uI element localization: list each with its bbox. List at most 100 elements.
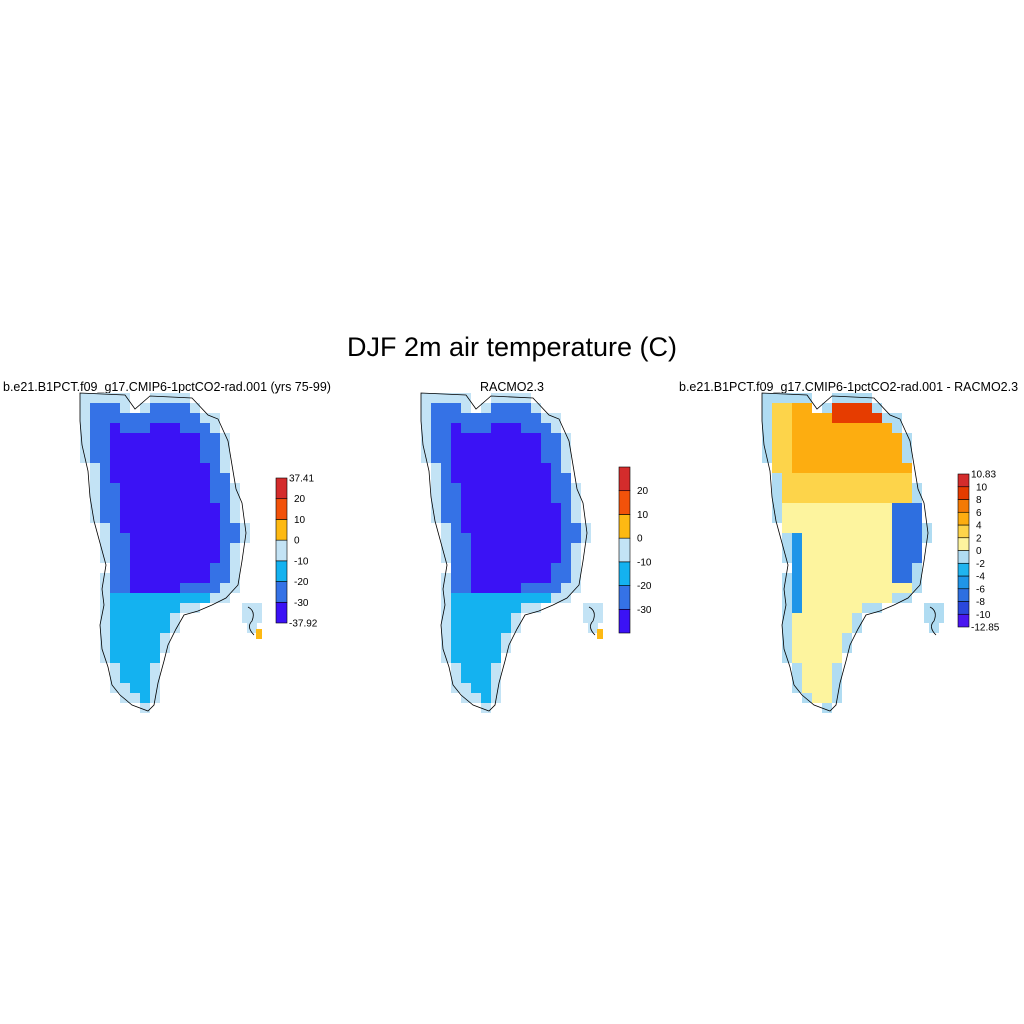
grid-cell <box>110 523 120 533</box>
grid-cell <box>160 553 170 563</box>
grid-cell <box>471 413 481 423</box>
grid-cell <box>531 503 541 513</box>
grid-cell <box>792 533 802 543</box>
grid-cell <box>832 623 842 633</box>
grid-cell <box>842 483 852 493</box>
grid-cell <box>100 493 110 503</box>
grid-cell <box>471 453 481 463</box>
grid-cell <box>531 563 541 573</box>
grid-cell <box>902 543 912 553</box>
grid-cell <box>892 563 902 573</box>
grid-cell <box>802 683 812 693</box>
grid-cell <box>150 523 160 533</box>
grid-cell <box>110 643 120 653</box>
colorbar-tick-label: -10 <box>976 610 991 621</box>
grid-cell <box>872 483 882 493</box>
grid-cell <box>110 403 120 413</box>
grid-cell <box>471 643 481 653</box>
grid-cell <box>110 433 120 443</box>
grid-cell <box>451 553 461 563</box>
grid-cell <box>210 553 220 563</box>
grid-cell <box>481 473 491 483</box>
grid-cell <box>832 453 842 463</box>
grid-cell <box>852 563 862 573</box>
colorbar-tick-label: -8 <box>976 597 985 608</box>
colorbar-box <box>275 519 288 541</box>
grid-cell <box>822 693 832 703</box>
grid-cell <box>852 623 862 633</box>
grid-cell <box>150 423 160 433</box>
grid-cell <box>110 533 120 543</box>
grid-cell <box>832 493 842 503</box>
grid-cell <box>200 473 210 483</box>
grid-cell <box>481 603 491 613</box>
colorbar-tick-label: 4 <box>976 521 982 532</box>
grid-cell <box>230 533 240 543</box>
grid-cell <box>842 543 852 553</box>
grid-cell <box>471 673 481 683</box>
grid-cell <box>571 543 581 553</box>
grid-cell <box>872 463 882 473</box>
grid-cell <box>461 603 471 613</box>
grid-cell <box>912 563 922 573</box>
grid-cell <box>481 503 491 513</box>
grid-cell <box>541 593 551 603</box>
grid-cell <box>220 563 230 573</box>
grid-cell <box>862 423 872 433</box>
grid-cell <box>491 423 501 433</box>
grid-cell <box>862 583 872 593</box>
grid-cell <box>210 433 220 443</box>
panel-1-colorbar: -30 -20 -10 0 10 20 37.41 -37.92 <box>275 474 318 630</box>
grid-cell <box>802 413 812 423</box>
grid-cell <box>792 593 802 603</box>
grid-cell <box>551 463 561 473</box>
grid-cell <box>130 693 140 703</box>
grid-cell <box>551 543 561 553</box>
grid-cell <box>822 633 832 643</box>
grid-cell <box>160 423 170 433</box>
grid-cell <box>491 453 501 463</box>
grid-cell <box>471 563 481 573</box>
grid-cell <box>924 603 934 613</box>
grid-cell <box>531 513 541 523</box>
grid-cell <box>521 453 531 463</box>
grid-cell <box>912 503 922 513</box>
grid-cell <box>110 443 120 453</box>
grid-cell <box>872 493 882 503</box>
grid-cell <box>200 523 210 533</box>
grid-cell <box>597 629 603 639</box>
grid-cell <box>812 583 822 593</box>
grid-cell <box>210 443 220 453</box>
grid-cell <box>842 423 852 433</box>
grid-cell <box>120 623 130 633</box>
grid-cell <box>852 513 862 523</box>
grid-cell <box>583 603 593 613</box>
grid-cell <box>190 413 200 423</box>
grid-cell <box>200 433 210 443</box>
grid-cell <box>120 563 130 573</box>
grid-cell <box>431 503 441 513</box>
grid-cell <box>160 583 170 593</box>
grid-cell <box>511 543 521 553</box>
grid-cell <box>130 563 140 573</box>
grid-cell <box>90 513 100 523</box>
grid-cell <box>822 513 832 523</box>
grid-cell <box>140 403 150 413</box>
grid-cell <box>832 683 842 693</box>
grid-cell <box>421 403 431 413</box>
colorbar-box <box>618 514 631 539</box>
grid-cell <box>802 643 812 653</box>
grid-cell <box>461 563 471 573</box>
grid-cell <box>812 463 822 473</box>
colorbar-tick-label: -10 <box>294 556 309 567</box>
grid-cell <box>120 393 130 403</box>
grid-cell <box>511 453 521 463</box>
grid-cell <box>812 443 822 453</box>
grid-cell <box>471 583 481 593</box>
grid-cell <box>481 663 491 673</box>
grid-cell <box>892 473 902 483</box>
grid-cell <box>842 463 852 473</box>
grid-cell <box>541 503 551 513</box>
colorbar-tick-label: 8 <box>976 495 982 506</box>
